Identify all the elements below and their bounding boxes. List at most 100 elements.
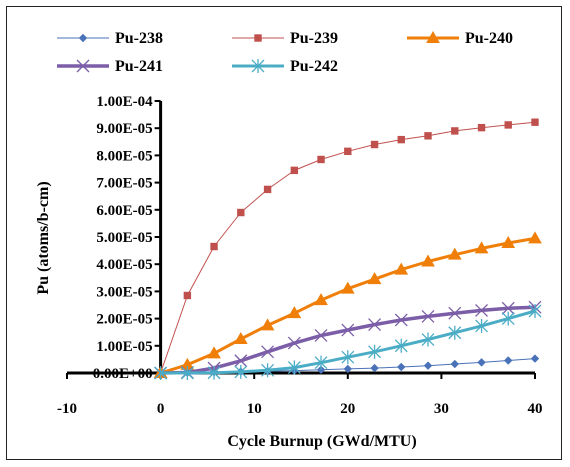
- y-tick-label: 3.00E-05: [96, 284, 152, 300]
- data-point-pu-242: [314, 355, 328, 370]
- data-point-pu-242: [207, 365, 221, 380]
- data-point-pu-242: [234, 364, 248, 379]
- data-point-pu-240: [260, 318, 275, 331]
- data-point-pu-239: [317, 155, 325, 164]
- data-point-pu-242: [421, 332, 435, 347]
- data-point-pu-242: [154, 366, 168, 380]
- data-point-pu-238: [477, 358, 486, 367]
- legend-item-pu-241: Pu-241: [57, 58, 163, 75]
- data-point-pu-242: [368, 344, 382, 359]
- y-axis: 0.00E+001.00E-052.00E-053.00E-054.00E-05…: [93, 94, 163, 382]
- data-point-pu-239: [451, 127, 459, 135]
- data-point-pu-238: [370, 363, 379, 373]
- data-point-pu-242: [394, 338, 408, 353]
- legend-item-pu-240: Pu-240: [407, 30, 513, 47]
- y-tick-label: 5.00E-05: [96, 230, 152, 246]
- legend-swatch-marker: [251, 59, 265, 73]
- x-tick-label: 40: [528, 401, 543, 417]
- y-tick-label: 2.00E-05: [96, 312, 152, 328]
- data-point-pu-240: [207, 346, 221, 359]
- data-point-pu-238: [397, 362, 406, 372]
- legend-label: Pu-241: [115, 58, 163, 75]
- legend-label: Pu-238: [115, 30, 163, 47]
- legend-item-pu-242: Pu-242: [232, 58, 338, 75]
- x-tick-label: 20: [340, 401, 355, 417]
- data-point-pu-240: [421, 254, 435, 267]
- data-point-pu-240: [233, 331, 248, 344]
- data-point-pu-239: [477, 123, 486, 132]
- data-point-pu-241: [234, 354, 248, 368]
- y-tick-label: 9.00E-05: [96, 121, 152, 137]
- data-point-pu-239: [504, 121, 512, 129]
- y-axis-title: Pu (atoms/b-cm): [35, 181, 52, 294]
- data-point-pu-240: [501, 235, 516, 248]
- series-pu-240: [153, 231, 542, 378]
- data-point-pu-241: [314, 329, 328, 342]
- data-point-pu-241: [368, 318, 382, 332]
- data-point-pu-241: [448, 306, 462, 320]
- data-point-pu-241: [501, 301, 515, 315]
- data-point-pu-238: [316, 365, 326, 374]
- legend-swatch-marker: [254, 34, 262, 42]
- legend-swatch-marker: [426, 30, 440, 43]
- data-point-pu-241: [341, 323, 355, 337]
- legend-label: Pu-240: [465, 30, 513, 47]
- data-point-pu-240: [287, 306, 302, 319]
- y-tick-label: 1.00E-05: [96, 339, 152, 355]
- x-tick-label: 10: [247, 401, 262, 417]
- data-point-pu-238: [423, 361, 433, 370]
- data-point-pu-239: [370, 140, 379, 149]
- data-point-pu-242: [261, 363, 275, 378]
- data-point-pu-241: [394, 313, 408, 327]
- chart-frame: [6, 6, 562, 460]
- data-point-pu-239: [290, 166, 299, 175]
- data-point-pu-241: [287, 336, 301, 350]
- data-point-pu-239: [237, 208, 245, 217]
- data-point-pu-240: [394, 262, 409, 275]
- data-point-pu-242: [501, 311, 515, 326]
- data-point-pu-238: [504, 356, 513, 365]
- x-tick-label: -10: [57, 401, 77, 417]
- legend-item-pu-238: Pu-238: [57, 30, 163, 47]
- legend-label: Pu-239: [290, 30, 338, 47]
- x-axis: -10 0 10 20 30 40: [57, 371, 543, 417]
- data-point-pu-239: [397, 135, 405, 144]
- data-point-pu-242: [180, 366, 194, 380]
- data-point-pu-240: [528, 231, 542, 244]
- data-point-pu-242: [287, 360, 301, 375]
- x-tick-label: 30: [434, 401, 449, 417]
- series-pu-239: [156, 118, 539, 377]
- data-point-pu-242: [528, 303, 542, 318]
- data-point-pu-239: [531, 118, 539, 126]
- data-point-pu-242: [341, 350, 355, 365]
- data-point-pu-239: [344, 147, 352, 156]
- series-layer: [153, 118, 542, 380]
- y-tick-label: 8.00E-05: [96, 148, 152, 164]
- data-point-pu-239: [263, 185, 272, 194]
- data-point-pu-240: [367, 272, 382, 285]
- y-tick-label: 7.00E-05: [96, 176, 152, 192]
- y-tick-label: 6.00E-05: [96, 203, 152, 219]
- data-point-pu-240: [447, 247, 462, 260]
- x-tick-label: 0: [157, 401, 165, 417]
- legend-item-pu-239: Pu-239: [232, 30, 338, 47]
- y-tick-label: 4.00E-05: [96, 257, 152, 273]
- legend: Pu-238 Pu-239 Pu-240 Pu-241 Pu-242: [57, 30, 513, 75]
- legend-swatch-marker: [78, 33, 88, 43]
- data-point-pu-241: [421, 309, 435, 323]
- x-axis-title: Cycle Burnup (GWd/MTU): [227, 433, 416, 450]
- data-point-pu-238: [343, 364, 353, 374]
- data-point-pu-242: [475, 318, 489, 333]
- data-point-pu-238: [530, 354, 540, 363]
- data-point-pu-240: [314, 293, 328, 306]
- legend-swatch-marker: [76, 59, 90, 73]
- y-tick-label: 1.00E-04: [96, 94, 153, 110]
- data-point-pu-238: [450, 359, 459, 369]
- data-point-pu-239: [183, 291, 192, 300]
- data-point-pu-239: [424, 132, 432, 140]
- data-point-pu-239: [210, 242, 218, 251]
- data-point-pu-241: [261, 345, 275, 359]
- legend-label: Pu-242: [290, 58, 338, 75]
- data-point-pu-240: [474, 241, 489, 254]
